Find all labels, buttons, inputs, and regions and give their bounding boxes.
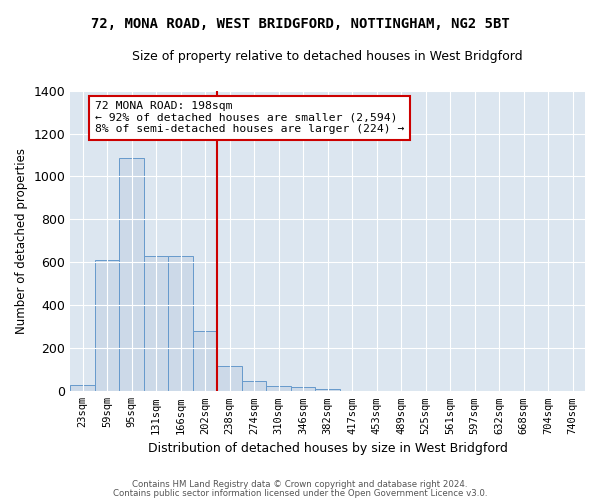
- Bar: [119, 158, 144, 392]
- Text: 72 MONA ROAD: 198sqm
← 92% of detached houses are smaller (2,594)
8% of semi-det: 72 MONA ROAD: 198sqm ← 92% of detached h…: [95, 102, 404, 134]
- Bar: [266, 386, 291, 392]
- Bar: [242, 381, 266, 392]
- Bar: [169, 256, 193, 392]
- Text: Contains HM Land Registry data © Crown copyright and database right 2024.: Contains HM Land Registry data © Crown c…: [132, 480, 468, 489]
- Bar: [316, 388, 340, 392]
- Bar: [217, 366, 242, 392]
- X-axis label: Distribution of detached houses by size in West Bridgford: Distribution of detached houses by size …: [148, 442, 508, 455]
- Bar: [70, 386, 95, 392]
- Bar: [95, 260, 119, 392]
- Y-axis label: Number of detached properties: Number of detached properties: [15, 148, 28, 334]
- Text: Contains public sector information licensed under the Open Government Licence v3: Contains public sector information licen…: [113, 489, 487, 498]
- Title: Size of property relative to detached houses in West Bridgford: Size of property relative to detached ho…: [133, 50, 523, 63]
- Bar: [193, 331, 217, 392]
- Bar: [144, 256, 169, 392]
- Text: 72, MONA ROAD, WEST BRIDGFORD, NOTTINGHAM, NG2 5BT: 72, MONA ROAD, WEST BRIDGFORD, NOTTINGHA…: [91, 18, 509, 32]
- Bar: [291, 387, 316, 392]
